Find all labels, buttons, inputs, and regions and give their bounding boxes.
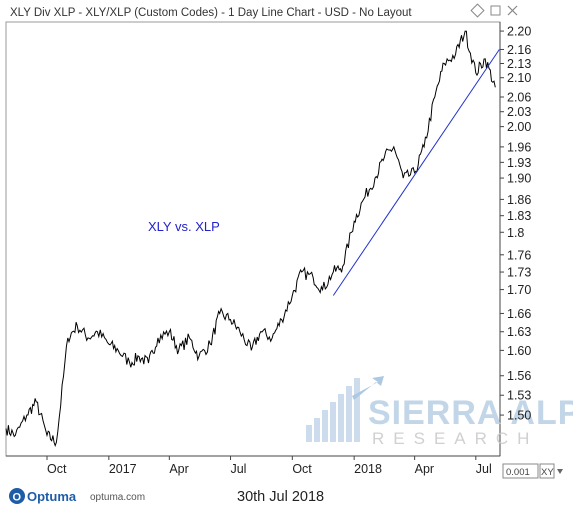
- x-tick-label: Apr: [415, 462, 434, 476]
- diamond-icon[interactable]: [470, 3, 485, 18]
- footer-date: 30th Jul 2018: [237, 489, 324, 505]
- brand-url[interactable]: optuma.com: [90, 492, 145, 503]
- y-tick-label: 1.70: [507, 283, 531, 297]
- y-tick-label: 1.86: [507, 193, 531, 207]
- x-tick-label: Jul: [230, 462, 246, 476]
- y-tick-label: 1.8: [507, 226, 524, 240]
- watermark-bars-icon: [306, 378, 360, 442]
- y-tick-label: 2.10: [507, 71, 531, 85]
- x-tick-label: 2017: [109, 462, 137, 476]
- y-tick-label: 2.03: [507, 105, 531, 119]
- xy-button[interactable]: XY: [541, 467, 554, 478]
- watermark: SIERRA ALPHA RESEARCH: [306, 376, 573, 448]
- y-tick-label: 1.96: [507, 140, 531, 154]
- y-tick-label: 1.90: [507, 172, 531, 186]
- y-tick-label: 1.73: [507, 266, 531, 280]
- y-tick-label: 1.60: [507, 344, 531, 358]
- y-tick-label: 1.76: [507, 248, 531, 262]
- brand-logo-text: Optuma: [27, 489, 77, 504]
- chevron-down-icon[interactable]: [557, 469, 563, 474]
- y-tick-label: 2.16: [507, 43, 531, 57]
- plot-area[interactable]: [5, 21, 501, 457]
- svg-text:O: O: [13, 492, 22, 504]
- x-tick-label: Oct: [292, 462, 312, 476]
- close-icon[interactable]: [507, 5, 518, 16]
- trendline[interactable]: [332, 49, 500, 296]
- y-tick-label: 1.50: [507, 409, 531, 423]
- series-line-xly-xlp: [5, 30, 496, 447]
- x-tick-label: Apr: [169, 462, 188, 476]
- watermark-main: SIERRA ALPHA: [368, 394, 573, 432]
- y-tick-label: 1.63: [507, 325, 531, 339]
- y-tick-label: 2.13: [507, 57, 531, 71]
- y-tick-label: 1.66: [507, 307, 531, 321]
- axis-scale-widget[interactable]: 0.001 XY: [502, 463, 563, 479]
- square-icon[interactable]: [490, 5, 501, 16]
- y-tick-label: 2.06: [507, 90, 531, 104]
- chart-title: XLY Div XLP - XLY/XLP (Custom Codes) - 1…: [10, 7, 412, 19]
- optuma-logo: O: [9, 488, 25, 504]
- chart-annotation: XLY vs. XLP: [148, 219, 220, 234]
- y-tick-label: 1.56: [507, 369, 531, 383]
- y-tick-label: 1.93: [507, 156, 531, 170]
- y-tick-label: 2.00: [507, 120, 531, 134]
- y-tick-label: 1.53: [507, 389, 531, 403]
- y-tick-label: 1.83: [507, 209, 531, 223]
- axis-scale-value: 0.001: [506, 467, 530, 478]
- x-tick-label: Jul: [476, 462, 492, 476]
- y-tick-label: 2.20: [507, 25, 531, 39]
- x-tick-label: 2018: [354, 462, 382, 476]
- x-tick-label: Oct: [47, 462, 67, 476]
- plane-icon: [352, 376, 384, 400]
- watermark-sub: RESEARCH: [372, 429, 538, 448]
